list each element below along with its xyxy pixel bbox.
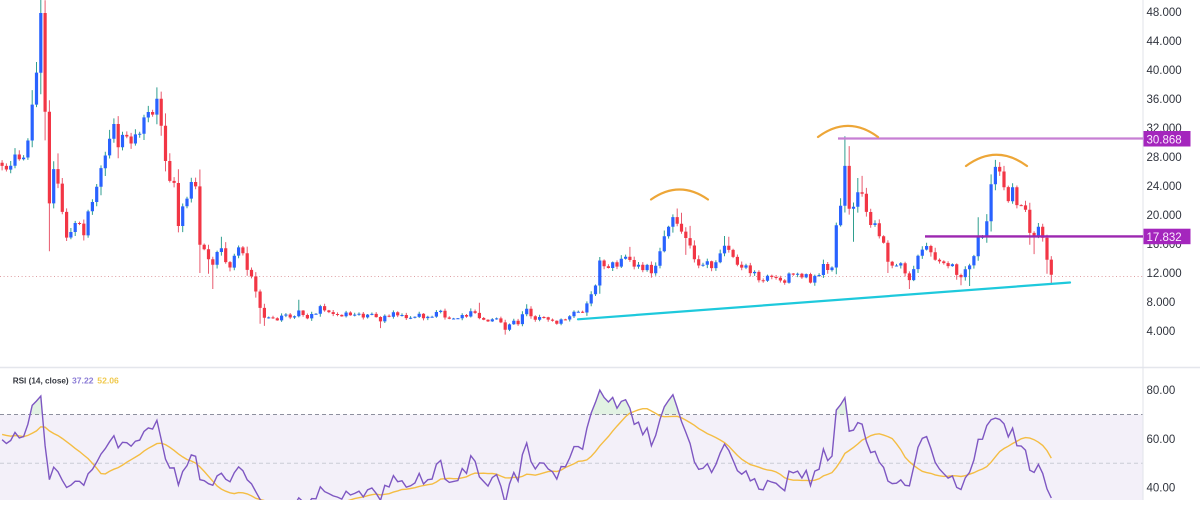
svg-text:24.000: 24.000 xyxy=(1147,181,1182,193)
svg-text:60.00: 60.00 xyxy=(1147,434,1176,446)
svg-text:44.000: 44.000 xyxy=(1147,36,1182,48)
svg-text:37.22: 37.22 xyxy=(72,376,94,386)
svg-text:17.832: 17.832 xyxy=(1147,232,1182,244)
svg-text:30.868: 30.868 xyxy=(1147,134,1182,146)
svg-text:80.00: 80.00 xyxy=(1147,385,1176,397)
svg-text:8.000: 8.000 xyxy=(1147,297,1176,309)
svg-text:28.000: 28.000 xyxy=(1147,152,1182,164)
svg-text:36.000: 36.000 xyxy=(1147,94,1182,106)
svg-text:20.000: 20.000 xyxy=(1147,210,1182,222)
svg-text:12.000: 12.000 xyxy=(1147,268,1182,280)
svg-text:52.06: 52.06 xyxy=(97,376,119,386)
svg-text:40.00: 40.00 xyxy=(1147,483,1176,495)
svg-text:40.000: 40.000 xyxy=(1147,65,1182,77)
svg-text:RSI (14, close): RSI (14, close) xyxy=(13,377,69,386)
svg-text:48.000: 48.000 xyxy=(1147,7,1182,19)
svg-text:4.000: 4.000 xyxy=(1147,326,1176,338)
